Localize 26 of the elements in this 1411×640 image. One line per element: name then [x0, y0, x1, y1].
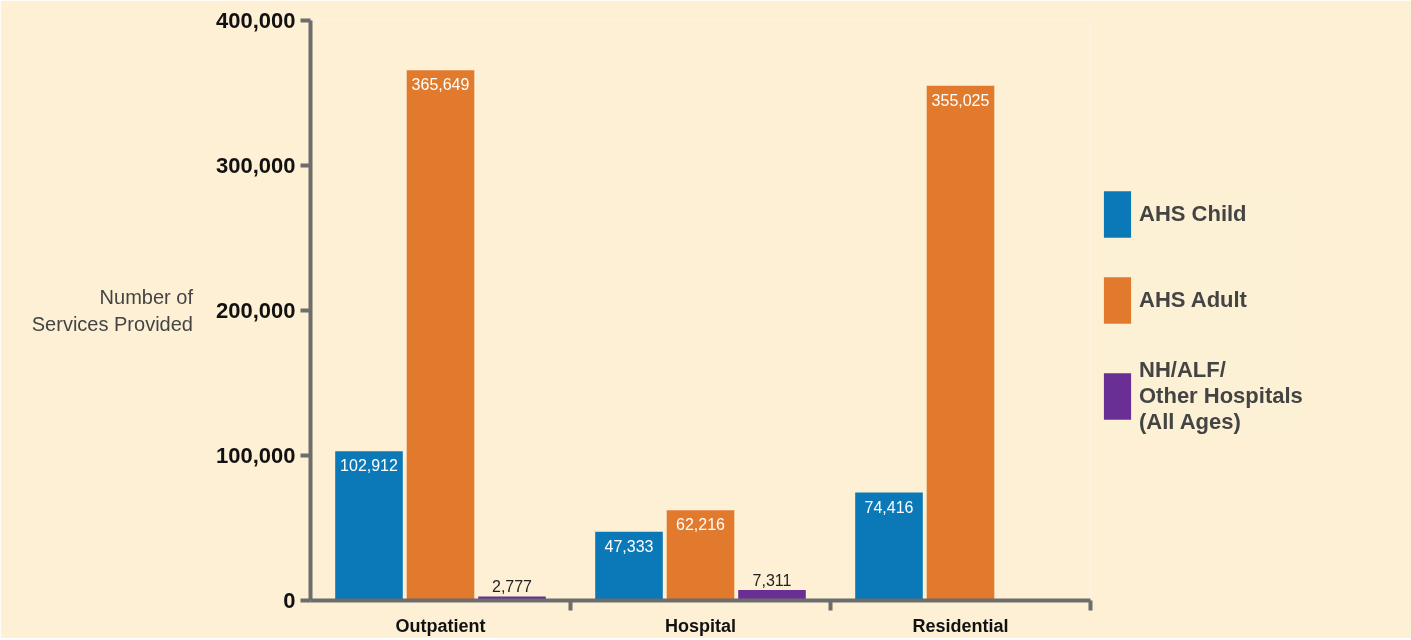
data-label: 7,311 [752, 571, 792, 589]
data-label: 47,333 [604, 537, 654, 555]
bar [666, 510, 735, 601]
x-tick-label: Residential [912, 615, 1009, 636]
bar [406, 70, 475, 601]
y-tick-label: 0 [283, 588, 296, 613]
legend-label: AHS Child [1139, 201, 1247, 227]
x-tick-label: Hospital [665, 615, 737, 636]
bar [855, 492, 923, 601]
bar [335, 451, 403, 601]
x-tick-label: Outpatient [395, 615, 486, 636]
data-label: 62,216 [676, 516, 726, 534]
y-tick-label: 400,000 [215, 8, 296, 33]
bar [926, 85, 995, 601]
data-label: 74,416 [864, 498, 914, 516]
data-label: 365,649 [411, 76, 470, 94]
y-tick-label: 200,000 [215, 298, 296, 323]
bar [595, 531, 663, 601]
y-tick-label: 300,000 [215, 153, 296, 178]
data-label: 102,912 [340, 457, 399, 475]
y-axis-title: Number of Services Provided [31, 286, 194, 335]
y-tick-label: 100,000 [215, 443, 296, 468]
legend-label: NH/ALF/ Other Hospitals (All Ages) [1139, 357, 1303, 435]
legend-label: AHS Adult [1139, 287, 1247, 313]
data-label: 2,777 [491, 578, 533, 596]
data-label: 355,025 [931, 91, 990, 109]
